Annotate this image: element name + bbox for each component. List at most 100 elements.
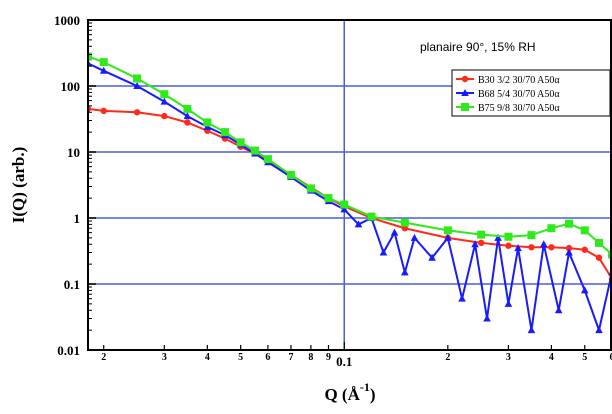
data-point [100, 107, 107, 115]
plot-frame [87, 19, 612, 351]
data-point [527, 326, 536, 334]
data-point [514, 244, 522, 252]
data-point [400, 218, 409, 227]
data-point [505, 242, 512, 249]
data-point [565, 244, 573, 252]
y-tick-label: 1000 [54, 13, 80, 28]
x-tick-label: 3 [506, 352, 511, 363]
x-tick-label: 5 [238, 352, 243, 363]
data-point [401, 268, 409, 276]
data-point [99, 66, 108, 74]
legend-label: B30 3/2 30/70 A50α [478, 75, 560, 86]
legend-swatch-marker [461, 75, 469, 83]
series-1 [88, 105, 612, 282]
x-axis-title-main: Q (Å [324, 385, 360, 404]
data-point [580, 226, 589, 235]
data-point [324, 194, 333, 203]
data-point [390, 228, 399, 236]
series-line [88, 107, 612, 280]
data-point [203, 118, 212, 127]
data-point [183, 112, 192, 120]
data-point [88, 52, 92, 61]
data-point [340, 200, 349, 209]
data-point [444, 233, 452, 241]
data-point [458, 294, 466, 302]
series-2 [88, 59, 612, 334]
x-tick-label: 7 [288, 352, 293, 363]
legend-swatch-marker [461, 89, 469, 96]
x-tick-label: 9 [326, 352, 331, 363]
x-axis-title: Q (Å-1) [324, 380, 375, 404]
ticks: 0.01 0.1 1 10 100 1000 2 3 4 5 6 7 8 9 0.1 2 3 4 5 6 [54, 13, 612, 369]
x-tick-label: 6 [610, 352, 612, 363]
x-tick-label: 8 [308, 352, 313, 363]
x-tick-label: 4 [205, 352, 210, 363]
y-tick-label: 1 [74, 211, 81, 226]
data-point [494, 233, 502, 241]
data-point [477, 230, 486, 239]
annotation: planaire 90°, 15% RH [420, 40, 536, 54]
data-point [528, 244, 535, 251]
data-point [477, 239, 485, 247]
data-point [354, 220, 363, 228]
x-tick-label: 6 [265, 352, 270, 363]
data-point [580, 286, 589, 294]
data-point [554, 306, 563, 314]
x-tick-label: 2 [445, 352, 450, 363]
legend-label: B68 5/4 30/70 A50α [478, 89, 560, 100]
series-layer [88, 52, 612, 334]
y-tick-label: 0.01 [57, 343, 80, 358]
data-point [443, 226, 452, 235]
data-point [471, 240, 479, 248]
data-point [483, 314, 491, 322]
data-point [161, 112, 168, 120]
data-point [250, 146, 259, 155]
data-point [367, 212, 376, 221]
data-point [286, 170, 295, 179]
x-axis-title-close: ) [370, 385, 376, 404]
data-point [565, 219, 574, 228]
legend-box [451, 69, 611, 117]
data-point [581, 246, 588, 253]
legend-label: B75 9/8 30/70 A50α [478, 103, 560, 114]
y-axis-title: I(Q) (arb.) [9, 147, 28, 223]
data-point [183, 104, 192, 113]
data-point [527, 231, 536, 240]
x-tick-label: 5 [582, 352, 587, 363]
data-point [504, 232, 513, 241]
data-point [595, 326, 603, 334]
data-point [160, 90, 169, 99]
y-tick-label: 0.1 [64, 277, 80, 292]
data-point [133, 109, 141, 116]
data-point [547, 224, 556, 233]
data-point [133, 74, 142, 83]
data-point [595, 254, 603, 261]
data-point [565, 248, 573, 256]
data-point [428, 253, 436, 261]
legend: B30 3/2 30/70 A50α B68 5/4 30/70 A50α B75 … [451, 69, 611, 117]
data-point [99, 58, 108, 67]
data-point [594, 238, 603, 247]
data-point [410, 233, 419, 241]
x-tick-label: 3 [162, 352, 167, 363]
data-point [236, 138, 245, 147]
data-point [220, 128, 229, 137]
y-tick-label: 10 [67, 145, 80, 160]
data-point [340, 205, 349, 213]
data-point [184, 119, 191, 126]
y-tick-label: 100 [61, 79, 81, 94]
data-point [539, 240, 548, 248]
x-tick-label: 4 [549, 352, 554, 363]
data-point [504, 299, 513, 307]
data-point [548, 244, 555, 251]
data-point [379, 248, 388, 256]
data-point [306, 184, 315, 193]
legend-swatch-marker [461, 103, 469, 111]
x-tick-label: 2 [101, 352, 106, 363]
x-axis-title-sup: -1 [360, 380, 370, 394]
x-tick-label: 0.1 [336, 354, 352, 369]
data-point [133, 82, 141, 89]
data-point [160, 97, 169, 105]
data-point [263, 155, 272, 164]
